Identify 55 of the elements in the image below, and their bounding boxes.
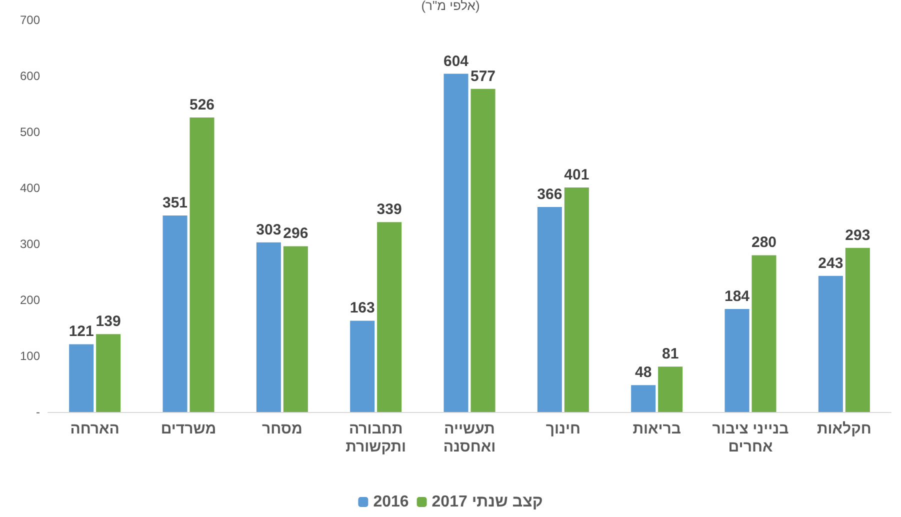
bar <box>564 187 589 412</box>
data-label: 401 <box>564 166 590 184</box>
bar <box>190 117 214 412</box>
x-tick-label: תחבורה ותקשורת <box>346 420 406 456</box>
data-label: 48 <box>634 364 652 382</box>
x-tick-label: חינוך <box>546 420 581 438</box>
data-label: 163 <box>350 300 375 317</box>
y-tick-label: 300 <box>20 237 40 251</box>
data-label: 604 <box>443 52 470 70</box>
y-tick-label: 400 <box>20 181 40 195</box>
bar <box>537 207 562 412</box>
legend-label: 2016 <box>373 494 409 510</box>
data-label: 184 <box>724 288 750 305</box>
data-label: 139 <box>96 313 121 330</box>
data-label: 366 <box>537 186 562 204</box>
bar <box>444 74 468 412</box>
data-label: 280 <box>751 234 777 252</box>
bar <box>845 248 870 412</box>
bar <box>350 320 375 412</box>
y-tick-label: 100 <box>20 349 40 363</box>
bar <box>818 276 843 412</box>
x-tick-label: חקלאות <box>816 420 872 438</box>
bar <box>256 242 281 412</box>
bar <box>724 308 750 412</box>
bar <box>162 215 188 412</box>
data-label: 121 <box>68 323 94 340</box>
data-label: 351 <box>162 194 188 212</box>
y-tick-label: 200 <box>20 293 40 307</box>
y-tick-label: - <box>36 405 40 419</box>
bar <box>470 88 496 412</box>
y-tick-label: 700 <box>20 13 40 27</box>
x-tick-label: הארחה <box>70 420 120 438</box>
data-label: 243 <box>818 254 844 272</box>
legend-label: קצב שנתי 2017 <box>432 494 543 510</box>
bar <box>377 222 402 412</box>
bar <box>96 334 121 412</box>
x-tick-label: בריאות <box>632 420 682 438</box>
data-label: 81 <box>662 346 679 363</box>
bar <box>69 344 94 412</box>
x-tick-label: משרדים <box>160 420 216 438</box>
data-label: 339 <box>376 201 402 218</box>
bar <box>631 385 656 412</box>
y-tick-label: 600 <box>20 69 40 83</box>
data-label: 577 <box>470 68 496 85</box>
data-label: 293 <box>845 226 870 244</box>
data-label: 303 <box>256 221 282 238</box>
x-tick-label: תעשייה ואחסנה <box>443 420 496 456</box>
data-label: 526 <box>189 96 215 114</box>
data-label: 296 <box>283 225 308 242</box>
y-tick-label: 500 <box>20 125 40 139</box>
x-tick-label: בנייני ציבור אחרים <box>712 420 790 456</box>
bar <box>283 246 308 412</box>
bar <box>658 366 683 412</box>
x-tick-label: מסחר <box>262 420 302 438</box>
bar <box>752 255 776 412</box>
